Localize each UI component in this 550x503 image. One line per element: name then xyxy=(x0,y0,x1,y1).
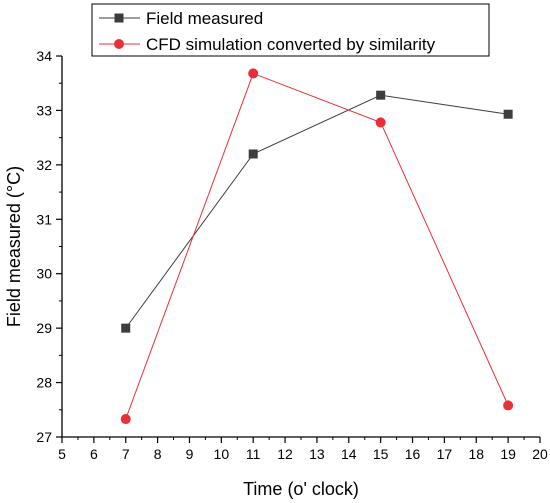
y-tick-label: 32 xyxy=(36,157,52,173)
y-tick-label: 27 xyxy=(36,429,52,445)
x-tick-label: 19 xyxy=(500,446,516,462)
x-tick-label: 16 xyxy=(405,446,421,462)
y-tick-label: 30 xyxy=(36,266,52,282)
x-tick-label: 11 xyxy=(246,446,261,462)
y-axis-label: Field measured (°C) xyxy=(4,166,24,327)
series-line-2 xyxy=(125,72,509,420)
data-point-square xyxy=(248,149,258,159)
x-tick-label: 12 xyxy=(277,446,293,462)
plot-area xyxy=(120,68,514,425)
x-tick-label: 13 xyxy=(309,446,325,462)
data-point-square xyxy=(503,109,513,119)
legend-box xyxy=(91,3,490,57)
y-tick-label: 34 xyxy=(36,48,52,64)
legend-marker-circle xyxy=(114,39,124,49)
legend-marker-square xyxy=(114,13,124,23)
legend-label-field-measured: Field measured xyxy=(146,9,263,28)
x-tick-label: 14 xyxy=(341,446,357,462)
data-point-circle xyxy=(120,414,131,425)
x-tick-label: 15 xyxy=(373,446,389,462)
x-tick-label: 8 xyxy=(154,446,162,462)
data-point-circle xyxy=(248,68,259,79)
x-tick-label: 5 xyxy=(58,446,66,462)
data-point-square xyxy=(376,90,386,100)
x-axis-label: Time (o' clock) xyxy=(243,479,359,499)
y-tick-label: 29 xyxy=(36,320,52,336)
y-tick-label: 31 xyxy=(36,211,52,227)
legend: Field measured CFD simulation converted … xyxy=(91,3,490,57)
x-tick-label: 7 xyxy=(122,446,130,462)
axes: 5 6 7 8 9 10 11 12 13 14 15 16 17 18 19 20 27 28 29 30 31 32 3… xyxy=(36,48,548,462)
x-tick-label: 10 xyxy=(214,446,230,462)
data-point-circle xyxy=(503,400,514,411)
x-tick-label: 6 xyxy=(90,446,98,462)
x-tick-label: 17 xyxy=(437,446,453,462)
series-line-1 xyxy=(125,94,509,329)
y-tick-label: 28 xyxy=(36,375,52,391)
x-tick-label: 18 xyxy=(468,446,484,462)
y-tick-label: 33 xyxy=(36,102,52,118)
data-point-circle xyxy=(375,117,386,128)
legend-label-cfd: CFD simulation converted by similarity xyxy=(146,35,436,54)
x-tick-label: 9 xyxy=(186,446,194,462)
x-tick-label: 20 xyxy=(532,446,548,462)
data-point-square xyxy=(121,323,131,333)
